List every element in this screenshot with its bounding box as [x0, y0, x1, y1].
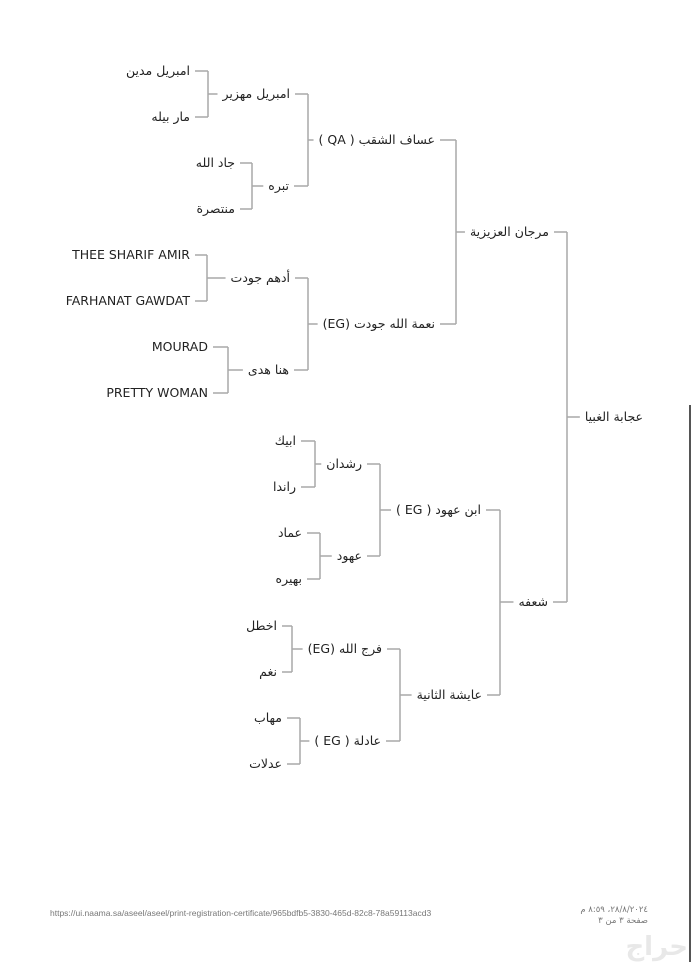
ancestor-sire: أدهم جودت	[230, 270, 290, 285]
ancestor-sire: جاد الله	[195, 155, 235, 170]
ancestor-dam: مار بيله	[151, 109, 190, 124]
ancestor-dam: عدلات	[249, 756, 282, 771]
ancestor-dam: عهود	[336, 548, 362, 563]
footer-page-number: صفحة ٣ من ٣	[598, 916, 648, 926]
watermark-logo: حراج	[625, 932, 688, 962]
ancestor-sire: فرج الله (EG)	[307, 641, 382, 656]
ancestor-dam: نعمة الله جودت (EG)	[322, 316, 435, 331]
ancestor-sire: THEE SHARIF AMIR	[72, 247, 190, 262]
ancestor-sire: اخطل	[246, 618, 277, 633]
footer-url: https://ui.naama.sa/aseel/aseel/print-re…	[50, 908, 432, 918]
footer-date: ٢٨/٨/٢٠٢٤، ٨:٥٩ م صفحة ٣ من ٣	[580, 905, 648, 927]
ancestor-sire: عماد	[277, 525, 302, 540]
horse-name: عجابة الغبيا	[584, 409, 643, 424]
ancestor-sire: مهاب	[253, 710, 282, 725]
ancestor-sire: مرجان العزيزية	[469, 224, 549, 239]
ancestor-sire: رشدان	[326, 456, 362, 471]
ancestor-dam: FARHANAT GAWDAT	[65, 293, 190, 308]
ancestor-sire: امبريل مهزير	[222, 86, 291, 101]
ancestor-sire: ابيك	[274, 433, 296, 448]
ancestor-sire: عساف الشقب ( QA )	[318, 132, 435, 147]
ancestor-dam: PRETTY WOMAN	[106, 385, 208, 400]
ancestor-sire: امبريل مدين	[125, 63, 190, 78]
ancestor-dam: منتصرة	[196, 201, 235, 216]
ancestor-dam: شعفه	[518, 594, 548, 609]
footer-datetime: ٢٨/٨/٢٠٢٤، ٨:٥٩ م	[580, 905, 648, 915]
ancestor-dam: راندا	[272, 479, 296, 494]
ancestor-sire: ابن عهود ( EG )	[396, 502, 481, 517]
ancestor-dam: هنا هدى	[247, 362, 289, 377]
ancestor-dam: عايشة الثانية	[416, 687, 482, 702]
ancestor-dam: تبره	[268, 178, 289, 193]
ancestor-dam: عادلة ( EG )	[314, 733, 381, 748]
scrollbar[interactable]	[689, 405, 691, 962]
ancestor-dam: بهيره	[275, 571, 302, 586]
ancestor-sire: MOURAD	[151, 339, 208, 354]
ancestor-dam: نغم	[259, 664, 277, 679]
